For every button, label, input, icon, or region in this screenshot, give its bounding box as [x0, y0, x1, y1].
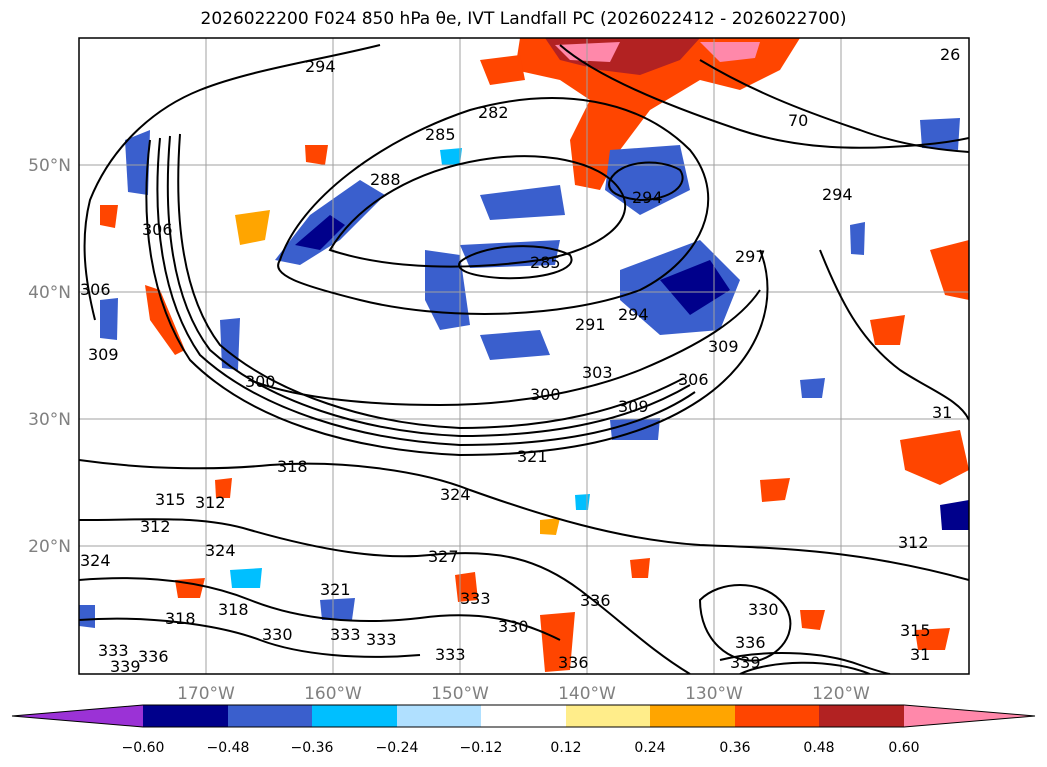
colorbar-bin	[566, 705, 650, 727]
contour-label: 336	[735, 633, 766, 652]
contour-label: 315	[155, 490, 186, 509]
colorbar-extend-low	[12, 705, 143, 727]
contour-label: 285	[425, 125, 456, 144]
contour-label: 70	[788, 111, 808, 130]
contour-label: 300	[245, 372, 276, 391]
contour-label: 297	[735, 247, 766, 266]
colorbar-tick-label: −0.12	[460, 740, 503, 756]
contour-label: 333	[330, 625, 361, 644]
contour-label: 339	[730, 653, 761, 672]
contour-label: 291	[575, 315, 606, 334]
contour-label: 312	[140, 517, 171, 536]
contour-label: 294	[618, 305, 649, 324]
colorbar-bin	[481, 705, 566, 727]
contour-label: 306	[80, 280, 111, 299]
contour-label: 306	[142, 220, 173, 239]
lon-tick-label: 120°W	[812, 684, 870, 704]
graticule	[79, 38, 969, 674]
contour-label-layer: 294 285 282 288 294 285 297 291 294 309 …	[80, 45, 960, 676]
colorbar: −0.60 −0.48 −0.36 −0.24 −0.12 0.12 0.24 …	[11, 704, 1036, 756]
colorbar-bin	[228, 705, 312, 727]
contour-label: 336	[580, 591, 611, 610]
lon-tick-label: 170°W	[177, 684, 235, 704]
colorbar-tick-label: −0.60	[122, 740, 165, 756]
contour-label: 312	[898, 533, 929, 552]
colorbar-tick-label: 0.36	[719, 740, 750, 756]
contour-label: 339	[110, 657, 141, 676]
contour-label: 336	[138, 647, 169, 666]
contour-label: 31	[910, 645, 930, 664]
lon-tick-label: 160°W	[304, 684, 362, 704]
contour-label: 315	[900, 621, 931, 640]
contour-label: 321	[517, 447, 548, 466]
colorbar-tick-label: −0.24	[376, 740, 419, 756]
lat-tick-label: 20°N	[28, 537, 71, 557]
colorbar-tick-label: 0.12	[550, 740, 581, 756]
colorbar-tick-label: 0.60	[888, 740, 919, 756]
colorbar-tick-label: −0.36	[291, 740, 334, 756]
contour-label: 306	[678, 370, 709, 389]
contour-label: 330	[748, 600, 779, 619]
colorbar-bin	[650, 705, 735, 727]
contour-label: 309	[88, 345, 119, 364]
contour-label: 330	[262, 625, 293, 644]
contour-label: 294	[822, 185, 853, 204]
contour-label: 312	[195, 493, 226, 512]
colorbar-bin	[312, 705, 397, 727]
colorbar-extend-high	[904, 705, 1035, 727]
lon-axis: 170°W 160°W 150°W 140°W 130°W 120°W	[177, 684, 870, 704]
colorbar-tick-label: 0.48	[803, 740, 834, 756]
colorbar-bin	[397, 705, 481, 727]
contour-label: 321	[320, 580, 351, 599]
contour-label: 31	[932, 403, 952, 422]
contour-label: 294	[305, 57, 336, 76]
colorbar-tick-label: −0.48	[207, 740, 250, 756]
contour-label: 26	[940, 45, 960, 64]
contour-label: 333	[366, 630, 397, 649]
contour-label: 300	[530, 385, 561, 404]
lon-tick-label: 150°W	[431, 684, 489, 704]
lat-tick-label: 50°N	[28, 156, 71, 176]
contour-label: 294	[632, 188, 663, 207]
contour-label: 333	[460, 589, 491, 608]
map-title: 2026022200 F024 850 hPa θe, IVT Landfall…	[200, 9, 847, 29]
contour-label: 309	[618, 397, 649, 416]
contour-label: 324	[440, 485, 471, 504]
contour-label: 324	[80, 551, 111, 570]
map-frame	[78, 37, 970, 675]
map-panel: 294 285 282 288 294 285 297 291 294 309 …	[79, 38, 969, 676]
contour-label: 282	[478, 103, 509, 122]
lon-tick-label: 130°W	[685, 684, 743, 704]
colorbar-tick-label: 0.24	[634, 740, 665, 756]
contour-label: 288	[370, 170, 401, 189]
contour-label: 330	[498, 617, 529, 636]
colorbar-bin	[819, 705, 904, 727]
contour-label: 285	[530, 253, 561, 272]
contour-label: 333	[98, 641, 129, 660]
contour-label: 327	[428, 547, 459, 566]
theta-e-contours	[79, 44, 969, 674]
lat-tick-label: 40°N	[28, 283, 71, 303]
contour-label: 333	[435, 645, 466, 664]
colorbar-bin	[143, 705, 228, 727]
lat-axis: 50°N 40°N 30°N 20°N	[28, 156, 71, 557]
contour-label: 318	[165, 609, 196, 628]
colorbar-bin	[735, 705, 819, 727]
contour-label: 336	[558, 653, 589, 672]
contour-label: 303	[582, 363, 613, 382]
contour-label: 318	[277, 457, 308, 476]
lat-tick-label: 30°N	[28, 410, 71, 430]
contour-label: 318	[218, 600, 249, 619]
contour-label: 324	[205, 541, 236, 560]
contour-label: 309	[708, 337, 739, 356]
lon-tick-label: 140°W	[558, 684, 616, 704]
